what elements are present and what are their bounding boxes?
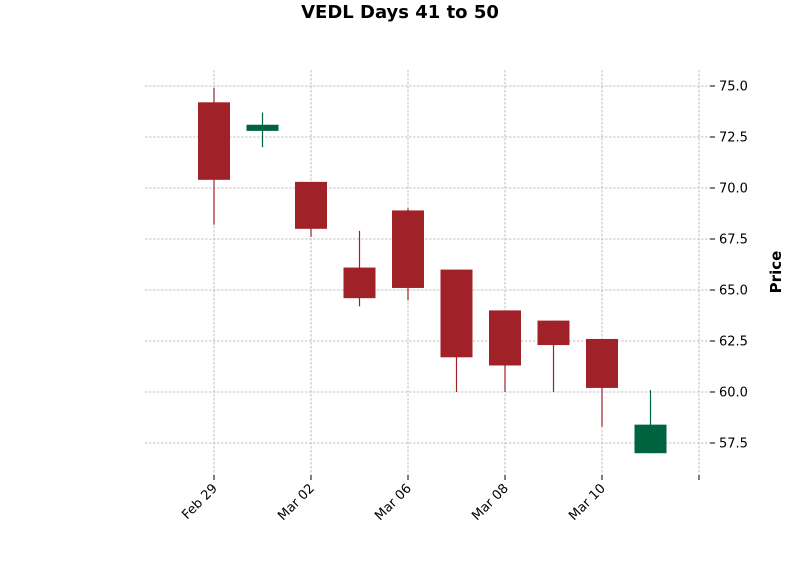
x-tick-label: Feb 29: [179, 481, 221, 523]
candle-down: [392, 208, 424, 301]
y-axis-label: Price: [767, 251, 785, 294]
y-tick-label: 67.5: [719, 233, 748, 248]
candle-body: [634, 424, 667, 454]
y-tick-label: 72.5: [719, 131, 748, 146]
candle-body: [537, 320, 570, 346]
candle-up: [246, 112, 279, 148]
candle-body: [440, 269, 473, 358]
candle-down: [489, 310, 521, 392]
candle-body: [246, 124, 279, 131]
candle-body: [295, 181, 327, 229]
candle-body: [198, 102, 230, 180]
x-tick-label: Mar 08: [469, 481, 512, 524]
candle-body: [586, 338, 618, 388]
x-tick-label: Mar 02: [275, 481, 318, 524]
candles: [198, 88, 667, 454]
candle-down: [537, 320, 570, 392]
candle-up: [634, 389, 667, 454]
y-tick-label: 62.5: [719, 335, 748, 350]
candle-down: [586, 338, 618, 427]
x-tick-label: Mar 10: [566, 481, 609, 524]
y-tick-label: 57.5: [719, 437, 748, 452]
y-tick-label: 70.0: [719, 182, 748, 197]
candle-down: [295, 181, 327, 237]
x-axis: Feb 29 Mar 02 Mar 06 Mar 08 Mar 10: [179, 475, 700, 524]
candle-body: [489, 310, 521, 366]
y-tick-label: 60.0: [719, 386, 748, 401]
candle-down: [440, 269, 473, 392]
y-tick-label: 75.0: [719, 80, 748, 95]
candle-body: [392, 210, 424, 288]
candle-body: [343, 267, 376, 299]
candle-down: [198, 88, 230, 225]
y-axis: 57.5 60.0 62.5 65.0 67.5 70.0 72.5 75.0: [710, 80, 748, 452]
chart-title: VEDL Days 41 to 50: [301, 2, 499, 23]
x-tick-label: Mar 06: [372, 481, 415, 524]
y-tick-label: 65.0: [719, 284, 748, 299]
candle-down: [343, 230, 376, 307]
